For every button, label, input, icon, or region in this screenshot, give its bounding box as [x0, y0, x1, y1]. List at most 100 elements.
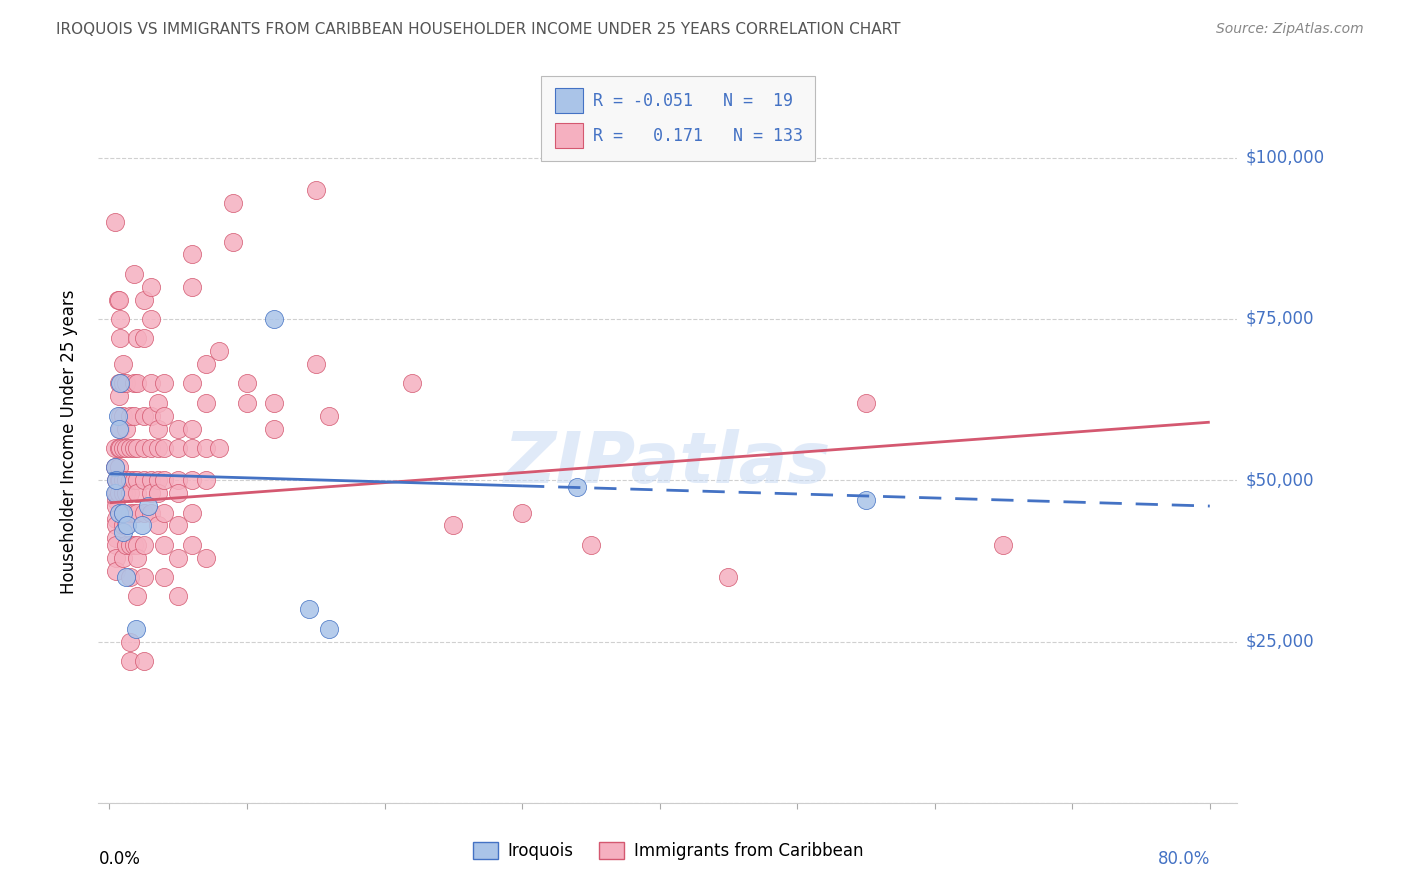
Point — [194, 441, 217, 455]
Point — [112, 473, 135, 487]
Point — [110, 473, 132, 487]
Point — [120, 409, 141, 423]
Point — [125, 486, 148, 500]
Point — [115, 538, 138, 552]
Point — [104, 215, 127, 229]
Point — [105, 473, 128, 487]
Point — [122, 267, 145, 281]
Point — [122, 441, 145, 455]
Point — [132, 506, 155, 520]
Point — [108, 376, 131, 391]
Point — [105, 492, 128, 507]
Point — [181, 247, 204, 261]
Point — [105, 518, 128, 533]
Point — [125, 376, 148, 391]
Point — [112, 409, 135, 423]
Point — [105, 499, 128, 513]
Point — [132, 473, 155, 487]
Point — [112, 441, 135, 455]
Point — [167, 422, 190, 436]
Point — [139, 473, 162, 487]
Point — [107, 293, 129, 307]
Point — [112, 486, 135, 500]
Point — [108, 473, 131, 487]
Point — [110, 331, 132, 345]
Point — [120, 538, 141, 552]
Point — [122, 376, 145, 391]
Point — [263, 422, 285, 436]
Point — [194, 550, 217, 565]
Point — [132, 331, 155, 345]
Point — [167, 486, 190, 500]
Point — [153, 376, 176, 391]
Point — [153, 441, 176, 455]
Point — [181, 422, 204, 436]
Point — [139, 441, 162, 455]
Text: $75,000: $75,000 — [1246, 310, 1315, 328]
Point — [125, 538, 148, 552]
Point — [125, 441, 148, 455]
Point — [222, 195, 245, 210]
Point — [855, 492, 877, 507]
Point — [108, 293, 131, 307]
Point — [401, 376, 423, 391]
Point — [717, 570, 740, 584]
Point — [131, 518, 153, 533]
Point — [120, 506, 141, 520]
Point — [298, 602, 321, 616]
Point — [194, 473, 217, 487]
Point — [104, 486, 127, 500]
Point — [263, 312, 285, 326]
Point — [112, 506, 135, 520]
Point — [139, 486, 162, 500]
Point — [153, 538, 176, 552]
Point — [167, 550, 190, 565]
Point — [112, 506, 135, 520]
Point — [132, 538, 155, 552]
Text: Source: ZipAtlas.com: Source: ZipAtlas.com — [1216, 22, 1364, 37]
Point — [110, 376, 132, 391]
Point — [105, 564, 128, 578]
Point — [153, 473, 176, 487]
Point — [146, 518, 169, 533]
Point — [110, 422, 132, 436]
Point — [167, 590, 190, 604]
Point — [124, 622, 146, 636]
Point — [263, 396, 285, 410]
Point — [146, 396, 169, 410]
Point — [181, 441, 204, 455]
Point — [125, 473, 148, 487]
Point — [112, 376, 135, 391]
Point — [132, 409, 155, 423]
Point — [108, 422, 131, 436]
Point — [108, 460, 131, 475]
Point — [318, 409, 340, 423]
Point — [222, 235, 245, 249]
Point — [139, 376, 162, 391]
Point — [105, 550, 128, 565]
Point — [108, 486, 131, 500]
Point — [305, 183, 328, 197]
Point — [125, 590, 148, 604]
Point — [132, 654, 155, 668]
Point — [115, 376, 138, 391]
Point — [993, 538, 1015, 552]
Point — [139, 506, 162, 520]
Point — [153, 570, 176, 584]
Point — [167, 518, 190, 533]
Point — [167, 473, 190, 487]
Point — [441, 518, 464, 533]
Text: ZIPatlas: ZIPatlas — [505, 429, 831, 498]
Point — [125, 550, 148, 565]
Point — [120, 486, 141, 500]
Point — [146, 422, 169, 436]
Point — [125, 331, 148, 345]
Text: R =   0.171   N = 133: R = 0.171 N = 133 — [593, 127, 803, 145]
Point — [115, 518, 138, 533]
Legend: Iroquois, Immigrants from Caribbean: Iroquois, Immigrants from Caribbean — [465, 835, 870, 867]
Point — [105, 538, 128, 552]
Point — [181, 279, 204, 293]
Point — [132, 293, 155, 307]
Point — [146, 473, 169, 487]
Text: R = -0.051   N =  19: R = -0.051 N = 19 — [593, 92, 793, 110]
